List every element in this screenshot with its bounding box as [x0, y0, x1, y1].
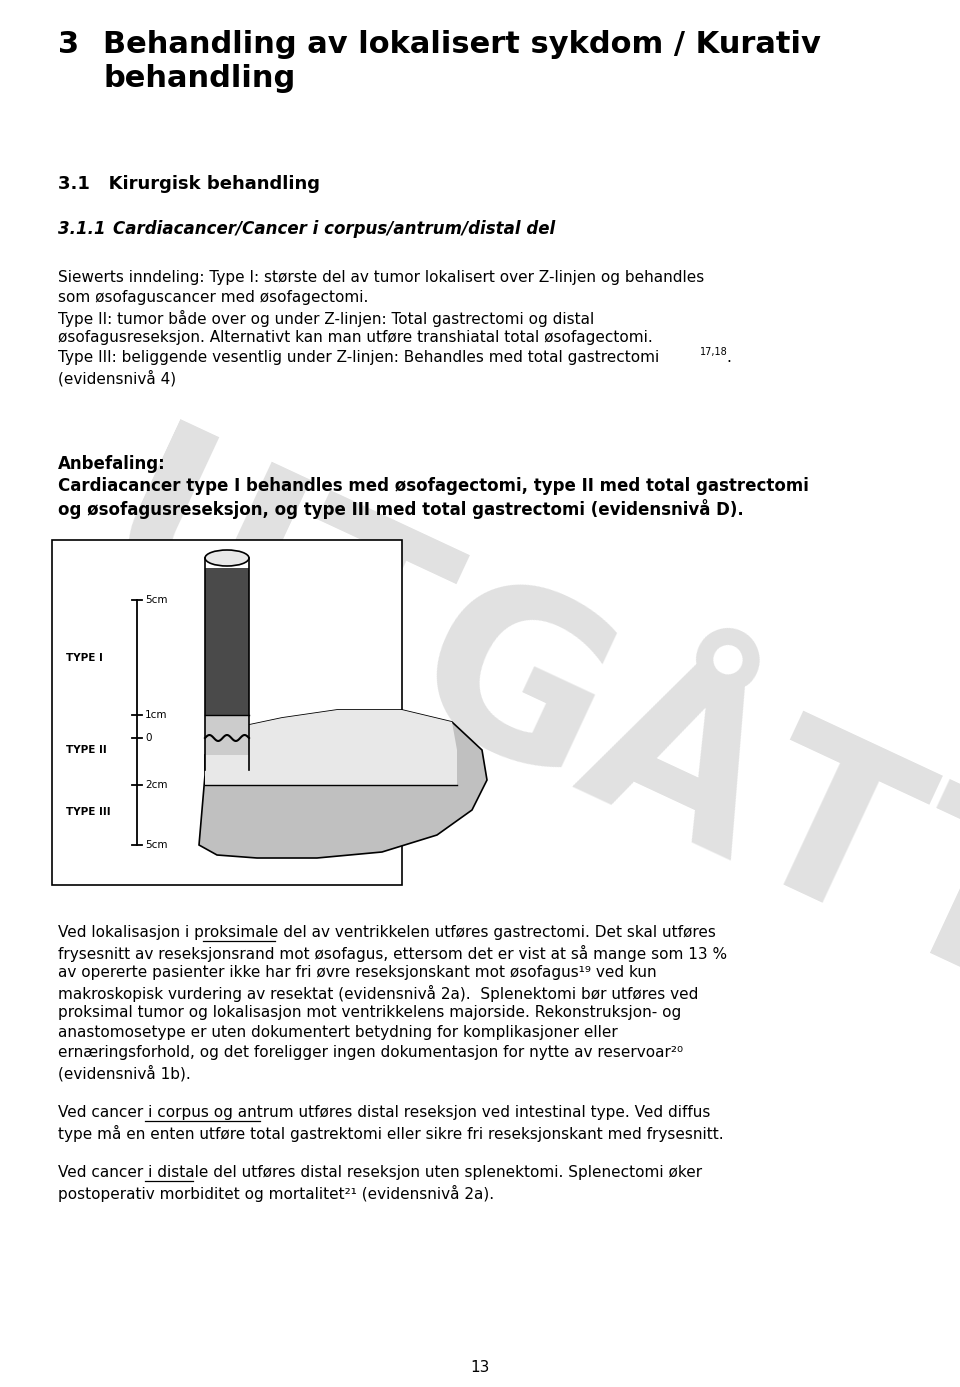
Text: (evidensnivå 4): (evidensnivå 4) [58, 370, 176, 387]
Text: 1cm: 1cm [145, 710, 167, 720]
Text: TYPE I: TYPE I [66, 653, 103, 663]
Text: Ved cancer i corpus og antrum utføres distal reseksjon ved intestinal type. Ved : Ved cancer i corpus og antrum utføres di… [58, 1105, 710, 1119]
Text: frysesnitt av reseksjonsrand mot øsofagus, ettersom det er vist at så mange som : frysesnitt av reseksjonsrand mot øsofagu… [58, 945, 727, 963]
Text: ernæringsforhold, og det foreligger ingen dokumentasjon for nytte av reservoar²⁰: ernæringsforhold, og det foreligger inge… [58, 1044, 684, 1060]
Text: 3.1.1: 3.1.1 [58, 221, 106, 239]
Polygon shape [199, 710, 487, 859]
Text: Cardiacancer type I behandles med øsofagectomi, type II med total gastrectomi: Cardiacancer type I behandles med øsofag… [58, 477, 809, 495]
Text: .: . [726, 350, 731, 365]
Text: type må en enten utføre total gastrektomi eller sikre fri reseksjonskant med fry: type må en enten utføre total gastrektom… [58, 1125, 724, 1142]
Text: 13: 13 [470, 1361, 490, 1376]
Text: 2cm: 2cm [145, 779, 167, 791]
Bar [205, 569, 249, 716]
Text: av opererte pasienter ikke har fri øvre reseksjonskant mot øsofagus¹⁹ ved kun: av opererte pasienter ikke har fri øvre … [58, 965, 657, 981]
Text: 5cm: 5cm [145, 595, 167, 605]
Text: 5cm: 5cm [145, 841, 167, 850]
Text: Type III: beliggende vesentlig under Z-linjen: Behandles med total gastrectomi: Type III: beliggende vesentlig under Z-l… [58, 350, 660, 365]
Text: 3: 3 [58, 31, 79, 60]
Polygon shape [205, 710, 457, 785]
Text: Anbefaling:: Anbefaling: [58, 455, 166, 473]
Text: øsofagusreseksjon. Alternativt kan man utføre transhiatal total øsofagectomi.: øsofagusreseksjon. Alternativt kan man u… [58, 330, 653, 345]
Text: UTGÅTT: UTGÅTT [68, 413, 960, 1047]
Text: og øsofagusreseksjon, og type III med total gastrectomi (evidensnivå D).: og øsofagusreseksjon, og type III med to… [58, 499, 744, 519]
Text: TYPE III: TYPE III [66, 807, 110, 817]
Bar [52, 540, 402, 885]
Text: Ved cancer i distale del utføres distal reseksjon uten splenektomi. Splenectomi : Ved cancer i distale del utføres distal … [58, 1165, 702, 1180]
Text: 3.1   Kirurgisk behandling: 3.1 Kirurgisk behandling [58, 175, 320, 193]
Text: postoperativ morbiditet og mortalitet²¹ (evidensnivå 2a).: postoperativ morbiditet og mortalitet²¹ … [58, 1184, 494, 1203]
Text: Behandling av lokalisert sykdom / Kurativ: Behandling av lokalisert sykdom / Kurati… [103, 31, 821, 60]
Text: 17,18: 17,18 [700, 347, 728, 356]
Text: anastomosetype er uten dokumentert betydning for komplikasjoner eller: anastomosetype er uten dokumentert betyd… [58, 1025, 617, 1040]
Ellipse shape [205, 551, 249, 566]
Text: behandling: behandling [103, 64, 296, 93]
Text: Cardiacancer/Cancer i corpus/antrum/distal del: Cardiacancer/Cancer i corpus/antrum/dist… [113, 221, 555, 239]
Bar [205, 716, 249, 755]
Text: Type II: tumor både over og under Z-linjen: Total gastrectomi og distal: Type II: tumor både over og under Z-linj… [58, 311, 594, 327]
Text: proksimal tumor og lokalisasjon mot ventrikkelens majorside. Rekonstruksjon- og: proksimal tumor og lokalisasjon mot vent… [58, 1006, 682, 1019]
Text: Ved lokalisasjon i proksimale del av ventrikkelen utføres gastrectomi. Det skal : Ved lokalisasjon i proksimale del av ven… [58, 925, 716, 940]
Text: TYPE II: TYPE II [66, 745, 107, 755]
Text: som øsofaguscancer med øsofagectomi.: som øsofaguscancer med øsofagectomi. [58, 290, 369, 305]
Text: Siewerts inndeling: Type I: største del av tumor lokalisert over Z-linjen og beh: Siewerts inndeling: Type I: største del … [58, 270, 705, 284]
Text: 0: 0 [145, 732, 152, 743]
Text: (evidensnivå 1b).: (evidensnivå 1b). [58, 1065, 191, 1082]
Text: makroskopisk vurdering av resektat (evidensnivå 2a).  Splenektomi bør utføres ve: makroskopisk vurdering av resektat (evid… [58, 985, 698, 1001]
